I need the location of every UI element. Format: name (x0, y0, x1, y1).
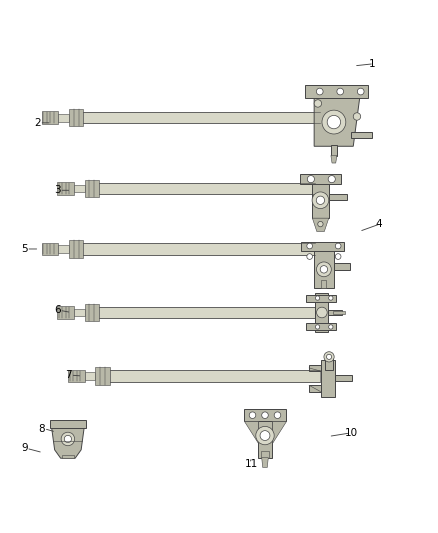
Bar (110, 370, 320, 382)
Circle shape (316, 88, 323, 95)
Bar (85, 180, 99, 197)
Polygon shape (262, 457, 268, 467)
Circle shape (322, 110, 346, 134)
Bar (85, 304, 99, 321)
Circle shape (324, 352, 334, 362)
Circle shape (317, 307, 327, 318)
Bar (42, 111, 58, 124)
Bar (68, 370, 85, 382)
Circle shape (307, 175, 314, 183)
Bar (99, 183, 315, 195)
Bar (99, 306, 315, 318)
Text: 2: 2 (34, 118, 41, 128)
Bar (62, 455, 74, 458)
Circle shape (353, 113, 360, 120)
Bar (309, 385, 321, 392)
Text: 6: 6 (54, 305, 61, 316)
Circle shape (315, 325, 320, 329)
Circle shape (336, 254, 341, 260)
Circle shape (249, 412, 256, 418)
Text: 11: 11 (244, 458, 258, 469)
Bar (305, 295, 336, 302)
Polygon shape (314, 91, 360, 146)
Circle shape (326, 354, 332, 359)
Bar (244, 409, 286, 422)
Bar (321, 360, 335, 397)
Bar (300, 174, 341, 184)
Bar (58, 245, 69, 253)
Text: 9: 9 (21, 443, 28, 453)
Bar (305, 324, 336, 330)
Text: 8: 8 (39, 424, 45, 433)
Bar (333, 311, 345, 314)
Bar (83, 243, 315, 255)
Bar (258, 422, 272, 457)
Text: 1: 1 (369, 59, 375, 69)
Circle shape (320, 265, 328, 273)
Text: 3: 3 (54, 185, 61, 195)
Text: 10: 10 (345, 428, 358, 438)
Bar (74, 309, 85, 317)
Polygon shape (321, 295, 326, 301)
Bar (325, 354, 333, 370)
Circle shape (318, 221, 323, 227)
Polygon shape (244, 422, 258, 443)
Circle shape (357, 88, 364, 95)
Circle shape (327, 115, 341, 129)
Circle shape (261, 412, 268, 418)
Circle shape (312, 192, 329, 208)
Bar (335, 375, 352, 381)
Bar (42, 243, 58, 255)
Polygon shape (312, 218, 329, 231)
Polygon shape (331, 156, 337, 163)
Bar (312, 176, 329, 218)
Circle shape (337, 88, 343, 95)
Bar (314, 245, 334, 288)
Bar (95, 367, 110, 385)
Bar (331, 145, 337, 156)
Circle shape (307, 254, 312, 260)
Bar (305, 85, 368, 98)
Circle shape (315, 296, 320, 300)
Bar (309, 365, 321, 371)
Text: 7: 7 (65, 370, 72, 380)
Circle shape (328, 175, 336, 183)
Bar (69, 109, 83, 126)
Bar (69, 240, 83, 257)
Bar (351, 132, 372, 138)
Bar (58, 114, 69, 122)
Bar (83, 112, 320, 124)
Circle shape (256, 426, 274, 445)
Circle shape (314, 100, 321, 107)
Text: 5: 5 (21, 244, 28, 254)
Bar (261, 451, 269, 457)
Bar (50, 419, 86, 428)
Bar (329, 193, 346, 200)
Circle shape (274, 412, 281, 418)
Circle shape (260, 431, 270, 440)
Polygon shape (51, 423, 85, 458)
Bar (315, 293, 328, 332)
Circle shape (316, 196, 325, 205)
Polygon shape (272, 422, 286, 443)
Circle shape (61, 432, 74, 446)
Bar (321, 280, 326, 288)
Circle shape (307, 243, 312, 249)
Circle shape (336, 243, 341, 249)
Bar (328, 310, 342, 316)
Circle shape (328, 296, 333, 300)
Bar (57, 182, 74, 195)
Bar (57, 306, 74, 319)
Bar (74, 184, 85, 192)
Circle shape (64, 435, 71, 442)
Bar (301, 242, 344, 251)
Circle shape (328, 325, 333, 329)
Bar (334, 263, 350, 270)
Text: 4: 4 (376, 219, 382, 229)
Circle shape (317, 262, 331, 277)
Bar (85, 372, 95, 380)
